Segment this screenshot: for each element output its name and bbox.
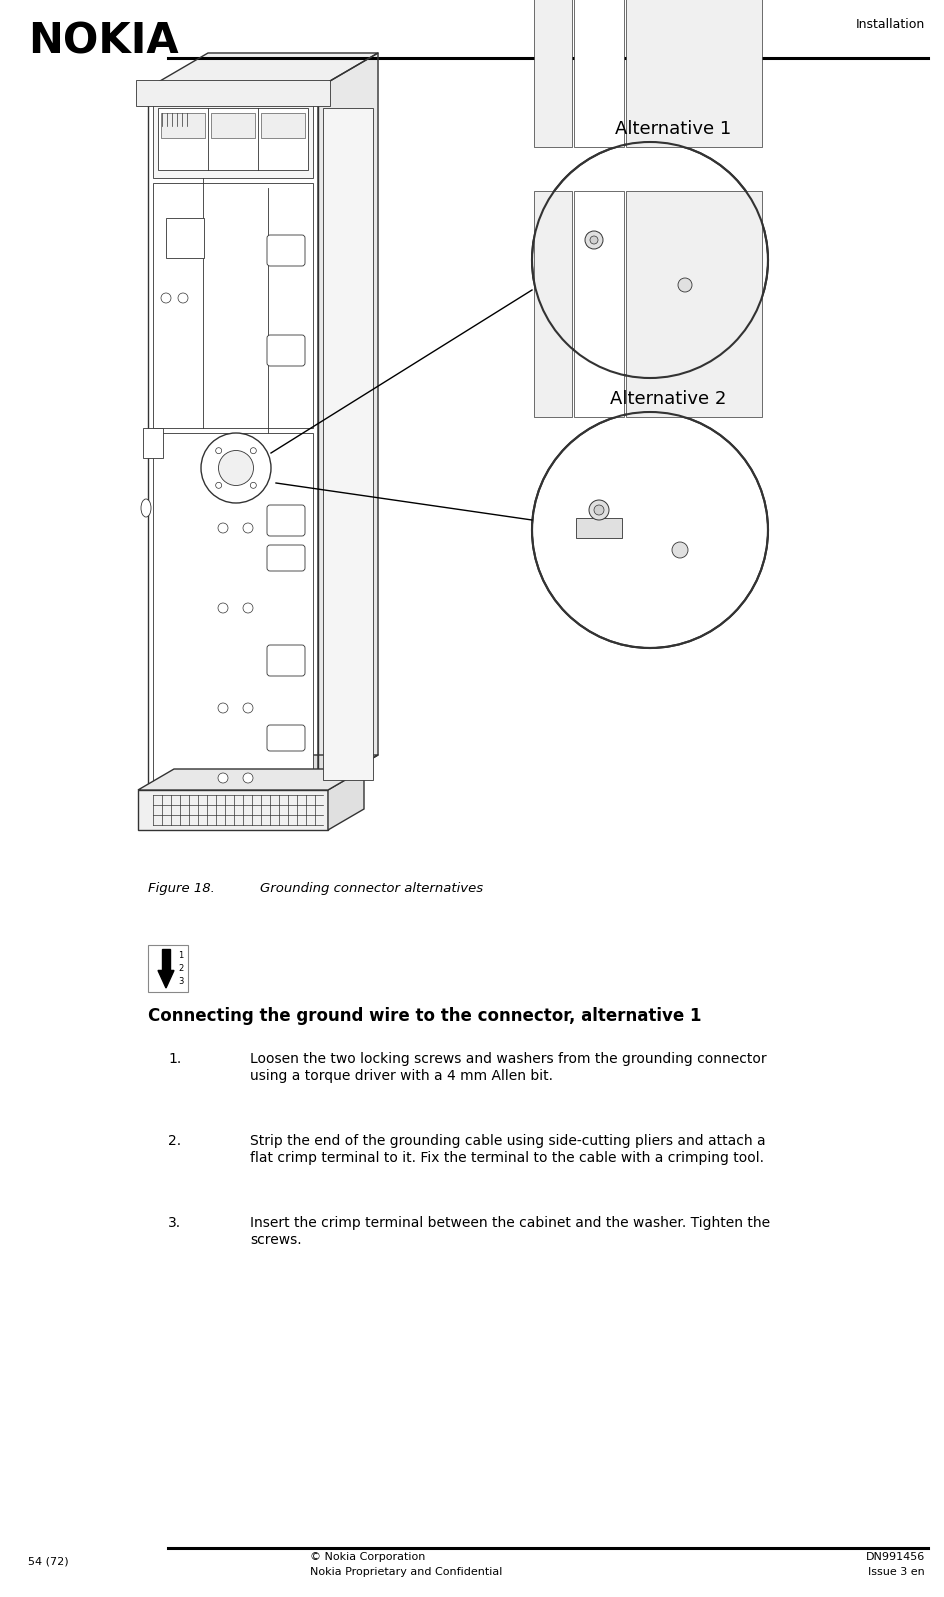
Text: Alternative 2: Alternative 2 (610, 390, 726, 407)
Bar (153, 433, 313, 786)
Bar (626, 192, 762, 417)
Text: Grounding connector alternatives: Grounding connector alternatives (260, 882, 483, 894)
Circle shape (215, 482, 222, 489)
Circle shape (590, 236, 598, 244)
Circle shape (218, 450, 254, 485)
Bar (261, 113, 305, 137)
Bar (534, 0, 572, 147)
Circle shape (218, 773, 228, 783)
Polygon shape (138, 770, 364, 791)
Bar (576, 517, 622, 538)
Circle shape (672, 541, 688, 557)
Text: 1.: 1. (168, 1052, 181, 1067)
Text: 2.: 2. (168, 1134, 181, 1148)
Polygon shape (148, 755, 378, 791)
Bar (166, 219, 204, 259)
Text: 3.: 3. (168, 1215, 181, 1230)
Circle shape (585, 232, 603, 249)
Bar (323, 109, 373, 779)
Text: Figure 18.: Figure 18. (148, 882, 215, 894)
Circle shape (243, 473, 253, 482)
Bar (534, 192, 572, 417)
Bar (153, 184, 313, 428)
Bar (211, 113, 255, 137)
FancyBboxPatch shape (267, 505, 305, 537)
Bar (143, 428, 163, 458)
Circle shape (594, 505, 604, 514)
Text: 2: 2 (178, 965, 183, 973)
Bar (574, 192, 624, 417)
Text: screws.: screws. (250, 1233, 302, 1247)
Circle shape (215, 447, 222, 454)
FancyBboxPatch shape (267, 235, 305, 267)
Bar (158, 109, 308, 169)
Text: 3: 3 (178, 977, 183, 987)
Circle shape (243, 522, 253, 533)
Polygon shape (148, 88, 318, 791)
Text: Issue 3 en: Issue 3 en (868, 1567, 925, 1576)
Circle shape (532, 142, 768, 378)
Ellipse shape (141, 498, 151, 517)
FancyBboxPatch shape (267, 645, 305, 676)
Circle shape (243, 703, 253, 712)
Text: DN991456: DN991456 (866, 1552, 925, 1562)
Bar (136, 80, 330, 105)
Text: NOKIA: NOKIA (28, 21, 178, 62)
Circle shape (589, 500, 609, 521)
Text: Connecting the ground wire to the connector, alternative 1: Connecting the ground wire to the connec… (148, 1008, 701, 1025)
Polygon shape (158, 971, 174, 989)
FancyBboxPatch shape (267, 545, 305, 572)
Bar (574, 0, 624, 147)
Text: Alternative 1: Alternative 1 (615, 120, 732, 137)
Polygon shape (328, 770, 364, 830)
Text: Nokia Proprietary and Confidential: Nokia Proprietary and Confidential (310, 1567, 502, 1576)
Text: Loosen the two locking screws and washers from the grounding connector: Loosen the two locking screws and washer… (250, 1052, 767, 1067)
Bar (148, 945, 188, 992)
Text: 54 (72): 54 (72) (28, 1557, 69, 1567)
Circle shape (161, 292, 171, 303)
Circle shape (532, 412, 768, 648)
Bar (161, 113, 205, 137)
Circle shape (250, 482, 257, 489)
Polygon shape (162, 949, 170, 971)
FancyBboxPatch shape (267, 725, 305, 751)
Circle shape (250, 447, 257, 454)
Circle shape (201, 433, 271, 503)
Circle shape (218, 473, 228, 482)
FancyBboxPatch shape (267, 335, 305, 366)
Text: flat crimp terminal to it. Fix the terminal to the cable with a crimping tool.: flat crimp terminal to it. Fix the termi… (250, 1151, 764, 1164)
Circle shape (678, 278, 692, 292)
Bar (626, 0, 762, 147)
Circle shape (243, 773, 253, 783)
Text: Installation: Installation (856, 18, 925, 30)
Bar (153, 93, 313, 177)
Polygon shape (318, 53, 378, 791)
Bar (138, 791, 328, 830)
Circle shape (218, 604, 228, 613)
Circle shape (178, 292, 188, 303)
Text: using a torque driver with a 4 mm Allen bit.: using a torque driver with a 4 mm Allen … (250, 1068, 553, 1083)
Text: © Nokia Corporation: © Nokia Corporation (310, 1552, 426, 1562)
Text: Insert the crimp terminal between the cabinet and the washer. Tighten the: Insert the crimp terminal between the ca… (250, 1215, 770, 1230)
Bar (534, 0, 572, 147)
Circle shape (218, 522, 228, 533)
Bar (108, 61, 928, 861)
Text: Strip the end of the grounding cable using side-cutting pliers and attach a: Strip the end of the grounding cable usi… (250, 1134, 766, 1148)
Polygon shape (148, 53, 378, 88)
Circle shape (243, 604, 253, 613)
Circle shape (218, 703, 228, 712)
Text: 1: 1 (178, 950, 183, 960)
